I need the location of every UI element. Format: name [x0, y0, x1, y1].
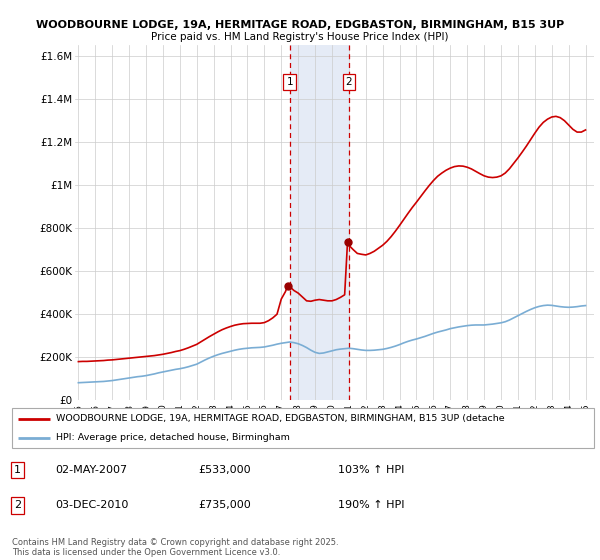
Text: HPI: Average price, detached house, Birmingham: HPI: Average price, detached house, Birm… — [56, 433, 290, 442]
FancyBboxPatch shape — [12, 408, 594, 448]
Text: 190% ↑ HPI: 190% ↑ HPI — [338, 501, 404, 510]
Text: 103% ↑ HPI: 103% ↑ HPI — [338, 465, 404, 475]
Text: Contains HM Land Registry data © Crown copyright and database right 2025.
This d: Contains HM Land Registry data © Crown c… — [12, 538, 338, 557]
Text: WOODBOURNE LODGE, 19A, HERMITAGE ROAD, EDGBASTON, BIRMINGHAM, B15 3UP (detache: WOODBOURNE LODGE, 19A, HERMITAGE ROAD, E… — [56, 414, 504, 423]
Text: 2: 2 — [14, 501, 22, 510]
Text: 2: 2 — [346, 77, 352, 87]
Text: £735,000: £735,000 — [198, 501, 251, 510]
Bar — [290, 45, 349, 400]
Text: 1: 1 — [286, 77, 293, 87]
Text: £533,000: £533,000 — [198, 465, 251, 475]
Text: 03-DEC-2010: 03-DEC-2010 — [56, 501, 129, 510]
Text: 02-MAY-2007: 02-MAY-2007 — [56, 465, 128, 475]
Text: WOODBOURNE LODGE, 19A, HERMITAGE ROAD, EDGBASTON, BIRMINGHAM, B15 3UP: WOODBOURNE LODGE, 19A, HERMITAGE ROAD, E… — [36, 20, 564, 30]
Text: 1: 1 — [14, 465, 22, 475]
Text: Price paid vs. HM Land Registry's House Price Index (HPI): Price paid vs. HM Land Registry's House … — [151, 32, 449, 43]
